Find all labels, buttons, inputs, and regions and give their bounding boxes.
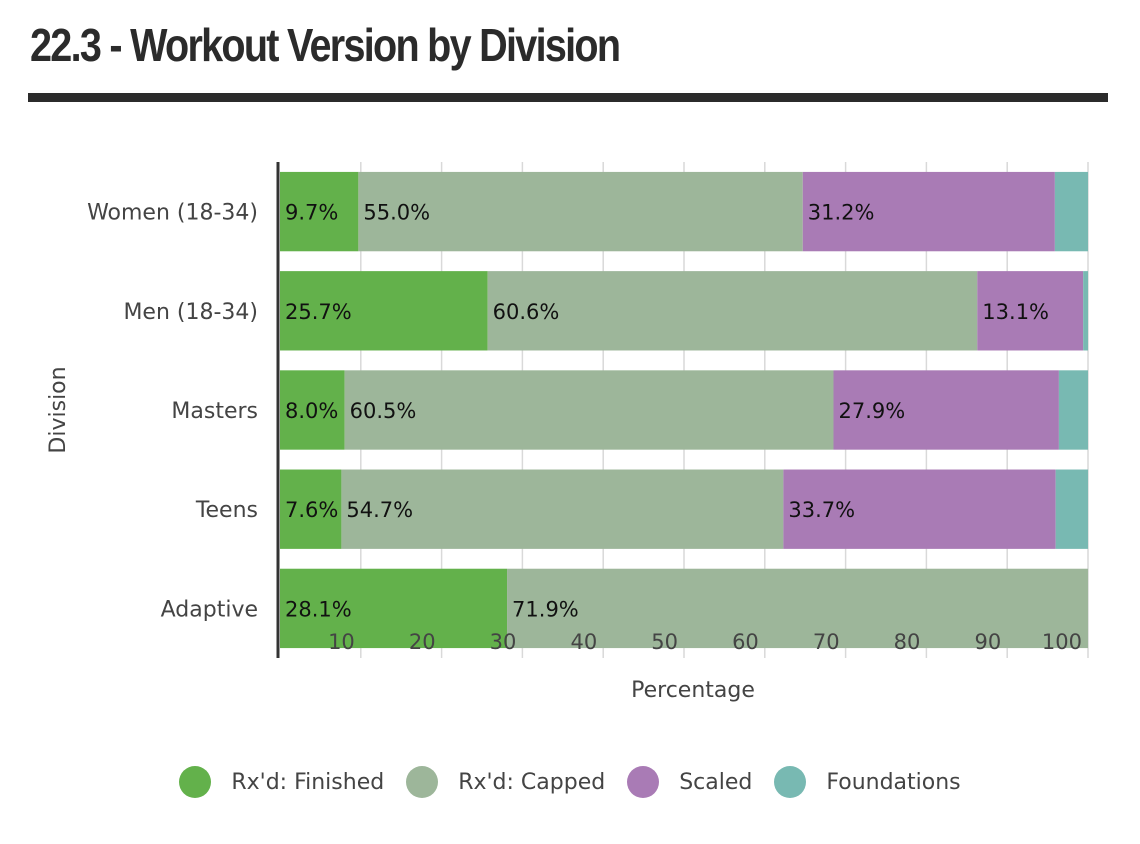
- category-label: Men (18-34): [123, 300, 258, 325]
- x-tick-label: 40: [570, 630, 597, 654]
- data-label: 60.5%: [350, 399, 417, 423]
- category-label: Women (18-34): [87, 201, 258, 226]
- legend-swatch: [406, 766, 439, 798]
- x-tick-label: 80: [894, 630, 921, 654]
- legend-swatch: [627, 766, 660, 798]
- data-label: 27.9%: [838, 399, 905, 423]
- bar-segment: [977, 271, 1084, 351]
- bar-segment: [280, 568, 508, 649]
- x-tick-label: 90: [974, 630, 1001, 654]
- data-label: 7.6%: [285, 498, 338, 522]
- x-axis-title: Percentage: [631, 678, 755, 703]
- bar-segment: [344, 370, 834, 450]
- category-labels: Women (18-34) Men (18-34) Masters Teens Adap…: [87, 201, 258, 623]
- x-tick-label: 20: [409, 630, 436, 654]
- category-label: Teens: [195, 498, 258, 523]
- bar-segment: [783, 469, 1056, 549]
- data-label: 33.7%: [788, 498, 855, 522]
- x-tick-labels: 10 20 30 40 50 60 70 80 90 100: [328, 630, 1082, 654]
- data-label: 31.2%: [808, 201, 875, 225]
- title-rule: [28, 93, 1108, 102]
- data-label: 13.1%: [982, 300, 1049, 324]
- bar-segment: [1054, 171, 1088, 252]
- data-label: 9.7%: [285, 201, 338, 225]
- legend-label: Foundations: [826, 769, 961, 795]
- bar-segment: [1058, 370, 1088, 450]
- data-label: 8.0%: [285, 399, 338, 423]
- bar-segment: [341, 469, 784, 549]
- bar-segment: [1083, 271, 1088, 351]
- legend: Rx'd: Finished Rx'd: Capped Scaled Foundati…: [0, 762, 1140, 802]
- x-tick-label: 100: [1042, 630, 1082, 654]
- legend-item[interactable]: Rx'd: Finished: [179, 766, 384, 798]
- x-tick-label: 70: [813, 630, 840, 654]
- legend-item[interactable]: Foundations: [774, 766, 961, 798]
- bar-segment: [487, 271, 978, 351]
- category-label: Adaptive: [161, 597, 258, 622]
- bar-segment: [358, 171, 803, 252]
- legend-item[interactable]: Scaled: [627, 766, 752, 798]
- bar-segment: [280, 271, 488, 351]
- bar-segment: [1055, 469, 1088, 549]
- category-label: Masters: [171, 399, 258, 424]
- x-tick-label: 60: [732, 630, 759, 654]
- bar-segment: [833, 370, 1059, 450]
- data-label: 55.0%: [363, 201, 430, 225]
- bar-segment: [280, 370, 345, 450]
- x-tick-label: 30: [490, 630, 517, 654]
- legend-label: Scaled: [679, 769, 753, 795]
- data-label: 28.1%: [285, 597, 352, 621]
- legend-label: Rx'd: Finished: [231, 769, 385, 795]
- bar-segment: [802, 171, 1055, 252]
- bar-segment: [280, 171, 359, 252]
- legend-label: Rx'd: Capped: [458, 769, 606, 795]
- y-axis-title: Division: [46, 366, 71, 453]
- bar-segment: [280, 469, 342, 549]
- data-label: 54.7%: [346, 498, 413, 522]
- bar-segment: [507, 568, 1089, 649]
- data-labels: 9.7% 55.0% 31.2% 25.7% 60.6% 13.1% 8.0% 60.5% 27…: [285, 201, 1049, 622]
- data-label: 60.6%: [493, 300, 560, 324]
- data-label: 71.9%: [512, 597, 579, 621]
- page-title: 22.3 - Workout Version by Division: [30, 19, 621, 71]
- legend-item[interactable]: Rx'd: Capped: [406, 766, 605, 798]
- legend-swatch: [179, 766, 212, 798]
- data-label: 25.7%: [285, 300, 352, 324]
- bar-segments: [280, 171, 1089, 649]
- x-tick-label: 10: [328, 630, 355, 654]
- legend-swatch: [774, 766, 807, 798]
- x-tick-label: 50: [651, 630, 678, 654]
